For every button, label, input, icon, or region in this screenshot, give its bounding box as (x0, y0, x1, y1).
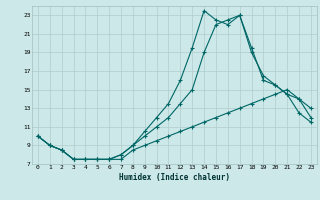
X-axis label: Humidex (Indice chaleur): Humidex (Indice chaleur) (119, 173, 230, 182)
